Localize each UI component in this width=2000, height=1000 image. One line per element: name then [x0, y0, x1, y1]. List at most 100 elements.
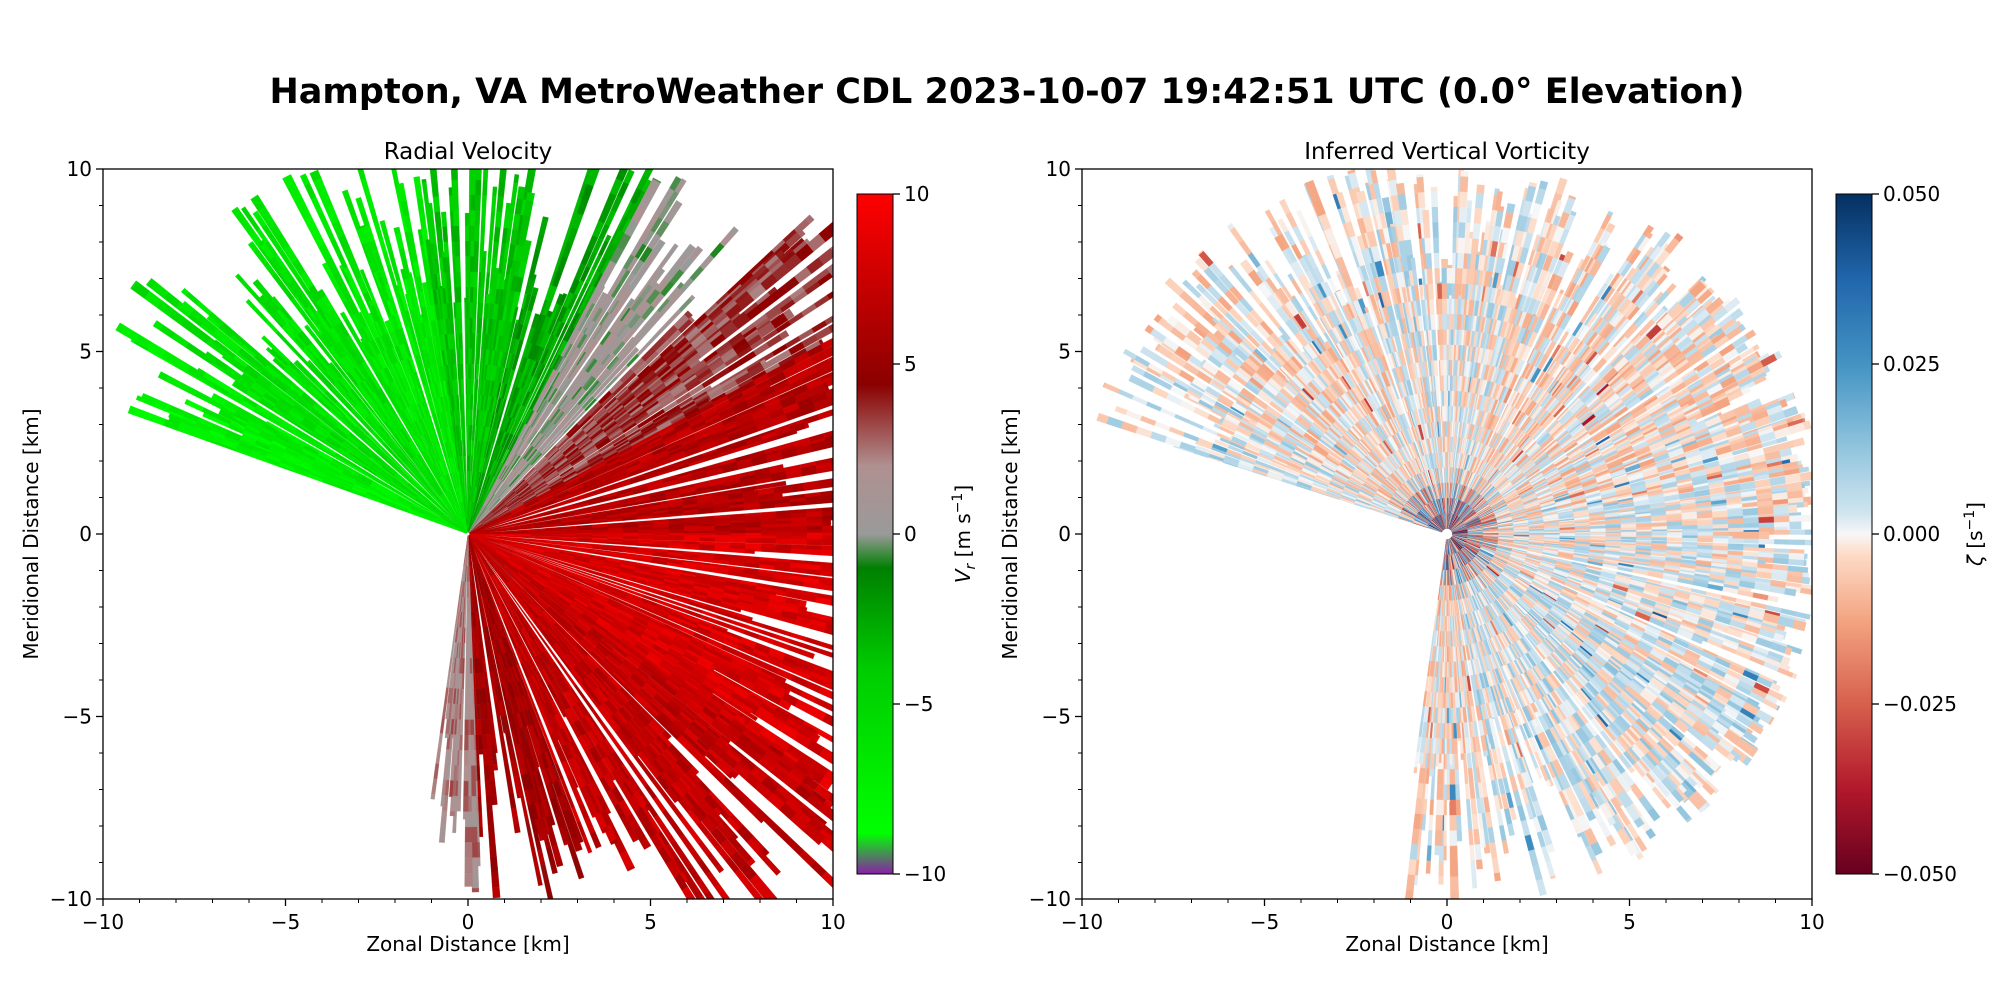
range-gate	[471, 363, 475, 380]
range-gate	[922, 446, 938, 455]
range-gate	[469, 440, 472, 456]
range-gate	[817, 409, 833, 420]
range-gate	[441, 211, 448, 227]
range-gate	[133, 407, 152, 421]
range-gate	[535, 233, 545, 251]
range-gate	[341, 189, 351, 202]
range-gate	[482, 169, 489, 181]
range-gate	[472, 286, 478, 303]
range-gate	[459, 363, 464, 380]
range-gate	[453, 225, 460, 242]
range-gate	[172, 333, 189, 348]
range-gate	[187, 400, 204, 412]
range-gate	[604, 234, 612, 243]
radar-ray	[115, 322, 467, 534]
range-gate	[590, 169, 597, 171]
range-gate	[469, 424, 473, 441]
range-gate	[909, 465, 926, 477]
range-gate	[834, 330, 851, 343]
range-gate	[331, 220, 345, 238]
range-gate	[920, 437, 937, 448]
range-gate	[495, 211, 503, 228]
range-gate	[490, 210, 496, 227]
range-gate	[831, 465, 833, 472]
range-gate	[127, 405, 137, 416]
range-gate	[457, 302, 462, 318]
range-gate	[926, 308, 944, 323]
range-gate	[135, 395, 142, 402]
range-gate	[912, 315, 930, 330]
range-gate	[497, 180, 506, 197]
range-gate	[472, 302, 477, 318]
range-gate	[357, 169, 366, 181]
range-gate	[480, 210, 486, 227]
range-gate	[907, 449, 923, 458]
range-gate	[929, 314, 946, 327]
range-gate	[925, 308, 937, 318]
range-gate	[948, 320, 966, 336]
range-gate	[148, 413, 166, 426]
range-gate	[459, 348, 464, 364]
range-gate	[940, 460, 957, 473]
range-gate	[451, 179, 459, 196]
range-gate	[240, 279, 255, 294]
range-gate	[526, 192, 535, 202]
range-gate	[365, 193, 375, 210]
range-gate	[832, 409, 833, 412]
range-gate	[929, 280, 945, 294]
range-gate	[115, 322, 126, 334]
range-gate	[719, 230, 735, 247]
range-gate	[414, 182, 423, 199]
radar-ray	[204, 351, 467, 534]
range-gate	[454, 256, 461, 272]
range-gate	[486, 256, 492, 273]
range-gate	[914, 360, 932, 375]
range-gate	[393, 226, 401, 235]
range-gate	[492, 241, 499, 258]
range-gate	[481, 256, 487, 273]
range-gate	[892, 452, 908, 460]
range-gate	[531, 248, 541, 265]
range-gate	[413, 176, 421, 184]
range-gate	[416, 197, 425, 215]
range-gate	[369, 207, 379, 225]
range-gate	[487, 241, 493, 258]
range-gate	[317, 210, 329, 228]
range-gate	[419, 213, 427, 230]
range-gate	[934, 326, 952, 341]
range-gate	[471, 332, 476, 349]
range-gate	[897, 319, 913, 331]
range-gate	[525, 169, 536, 186]
range-gate	[678, 297, 693, 312]
range-gate	[493, 267, 499, 274]
range-gate	[382, 124, 387, 127]
range-gate	[538, 218, 549, 236]
range-gate	[458, 332, 463, 349]
range-gate	[345, 199, 357, 216]
range-gate	[480, 271, 486, 288]
range-gate	[140, 393, 158, 405]
range-gate	[491, 195, 497, 212]
range-gate	[842, 260, 850, 268]
range-gate	[835, 369, 852, 383]
range-gate	[360, 178, 371, 195]
range-gate	[317, 243, 332, 261]
range-gate	[915, 286, 932, 300]
range-gate	[813, 294, 830, 309]
range-gate	[355, 197, 366, 213]
range-gate	[894, 467, 911, 479]
range-gate	[839, 425, 856, 438]
range-gate	[211, 392, 226, 405]
range-gate	[359, 210, 370, 228]
range-gate	[920, 332, 938, 347]
range-gate	[523, 239, 532, 248]
range-gate	[421, 178, 427, 183]
range-gate	[319, 192, 334, 210]
range-gate	[470, 122, 476, 134]
range-gate	[159, 324, 177, 339]
range-gate	[457, 317, 463, 334]
range-gate	[454, 240, 461, 257]
range-gate	[450, 169, 458, 181]
range-gate	[818, 478, 833, 489]
